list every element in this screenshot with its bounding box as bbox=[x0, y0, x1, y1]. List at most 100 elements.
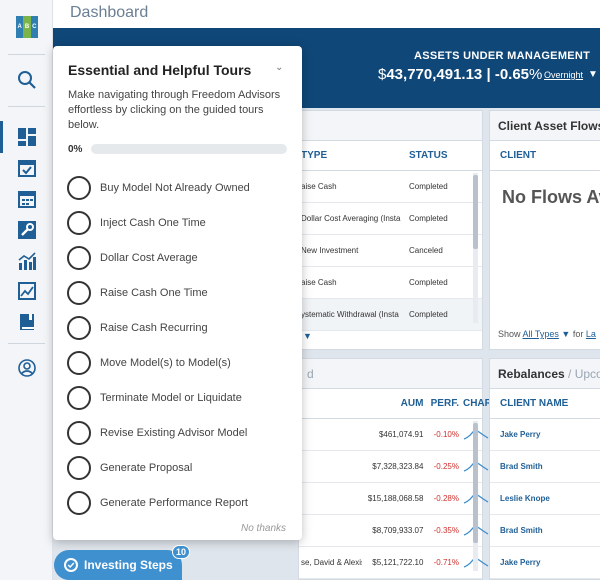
calendar-grid-icon[interactable] bbox=[0, 185, 53, 213]
tour-item[interactable]: Generate Performance Report bbox=[67, 490, 295, 516]
no-thanks-link[interactable]: No thanks bbox=[241, 523, 287, 534]
type-filter-select[interactable]: All Types bbox=[522, 329, 559, 339]
tour-radio-circle[interactable] bbox=[67, 456, 91, 480]
dashboard-icon[interactable] bbox=[0, 121, 53, 153]
logo-letter-a: A bbox=[16, 16, 24, 38]
tx-status: Canceled bbox=[409, 246, 443, 255]
table-row[interactable]: aise Cash Completed bbox=[299, 171, 482, 203]
tour-item[interactable]: Move Model(s) to Model(s) bbox=[67, 350, 295, 376]
scrollbar[interactable] bbox=[473, 421, 478, 571]
tour-item[interactable]: Revise Existing Advisor Model bbox=[67, 420, 295, 446]
tx-type: aise Cash bbox=[301, 278, 337, 287]
tour-item-label: Move Model(s) to Model(s) bbox=[100, 357, 231, 369]
chevron-down-icon[interactable]: ⌄ bbox=[275, 62, 284, 73]
table-header: AUM PERF. CHART bbox=[299, 389, 498, 419]
perf-value: -0.25% bbox=[433, 462, 459, 471]
bar-chart-icon[interactable] bbox=[0, 247, 53, 275]
table-row[interactable]: $15,188,068.58 -0.28% bbox=[299, 483, 489, 515]
tour-radio-circle[interactable] bbox=[67, 421, 91, 445]
scrollbar[interactable] bbox=[473, 173, 478, 323]
chevron-down-icon[interactable]: ▼ bbox=[303, 331, 312, 341]
table-row[interactable]: Dollar Cost Averaging (Instar Completed bbox=[299, 203, 482, 235]
search-icon[interactable] bbox=[0, 66, 53, 94]
perf-value: -0.71% bbox=[433, 558, 459, 567]
aum-value: $5,121,722.10 bbox=[372, 558, 424, 567]
tour-radio-circle[interactable] bbox=[67, 211, 91, 235]
perf-value: -0.10% bbox=[433, 430, 459, 439]
tour-item-label: Dollar Cost Average bbox=[100, 252, 198, 264]
tx-type: aise Cash bbox=[301, 182, 337, 191]
tour-item[interactable]: Inject Cash One Time bbox=[67, 210, 295, 236]
tour-item-label: Terminate Model or Liquidate bbox=[100, 392, 242, 404]
table-row[interactable]: aise Cash Completed bbox=[299, 267, 482, 299]
client-name-link[interactable]: Leslie Knope bbox=[500, 494, 550, 503]
table-row[interactable]: Brad Smith bbox=[490, 451, 600, 483]
calendar-icon[interactable] bbox=[0, 154, 53, 182]
rebalances-card: Rebalances / Upcom CLIENT NAME Jake Perr… bbox=[489, 358, 600, 580]
table-row[interactable]: Leslie Knope bbox=[490, 483, 600, 515]
user-circle-icon[interactable] bbox=[0, 354, 53, 382]
table-row[interactable]: Jake Perry bbox=[490, 419, 600, 451]
tour-item[interactable]: Dollar Cost Average bbox=[67, 245, 295, 271]
aum-separator: | bbox=[486, 66, 491, 83]
tour-item[interactable]: Terminate Model or Liquidate bbox=[67, 385, 295, 411]
client-name-link[interactable]: Jake Perry bbox=[500, 430, 541, 439]
scrollbar-thumb[interactable] bbox=[473, 423, 478, 543]
tour-item[interactable]: Raise Cash One Time bbox=[67, 280, 295, 306]
chevron-down-icon[interactable]: ▼ bbox=[588, 69, 598, 80]
tx-type: ystematic Withdrawal (Insta bbox=[301, 310, 399, 319]
tour-radio-circle[interactable] bbox=[67, 491, 91, 515]
aum-amount: 43,770,491.13 bbox=[386, 66, 483, 83]
tour-item[interactable]: Generate Proposal bbox=[67, 455, 295, 481]
tour-radio-circle[interactable] bbox=[67, 176, 91, 200]
flows-filter: Show All Types ▼ for La bbox=[498, 329, 596, 339]
table-row[interactable]: $7,328,323.84 -0.25% bbox=[299, 451, 489, 483]
aum-currency: $ bbox=[378, 66, 387, 83]
company-logo[interactable]: A B C bbox=[16, 16, 38, 38]
tour-radio-circle[interactable] bbox=[67, 351, 91, 375]
table-row[interactable]: New Investment Canceled bbox=[299, 235, 482, 267]
tour-item-label: Raise Cash One Time bbox=[100, 287, 208, 299]
client-name-link[interactable]: Jake Perry bbox=[500, 558, 541, 567]
card-header: Rebalances / Upcom bbox=[490, 359, 600, 389]
aum-period-select[interactable]: Overnight bbox=[544, 70, 584, 80]
card-header bbox=[299, 111, 482, 141]
aum-summary: $43,770,491.13 | -0.65% bbox=[378, 66, 542, 83]
tour-item[interactable]: Buy Model Not Already Owned bbox=[67, 175, 295, 201]
table-row[interactable]: Jake Perry bbox=[490, 547, 600, 579]
tour-radio-circle[interactable] bbox=[67, 316, 91, 340]
card-title: Client Asset Flows bbox=[490, 111, 600, 141]
wrench-icon[interactable] bbox=[0, 216, 53, 244]
table-row[interactable]: Brad Smith bbox=[490, 515, 600, 547]
client-name-link[interactable]: Brad Smith bbox=[500, 462, 543, 471]
table-row[interactable]: se, David & Alexis $5,121,722.10 -0.71% bbox=[299, 547, 489, 579]
client-name-link[interactable]: Brad Smith bbox=[500, 526, 543, 535]
tx-status: Completed bbox=[409, 182, 448, 191]
table-row[interactable]: $461,074.91 -0.10% bbox=[299, 419, 489, 451]
tour-radio-circle[interactable] bbox=[67, 386, 91, 410]
popover-title: Essential and Helpful Tours bbox=[68, 62, 252, 78]
clients-aum-card: d AUM PERF. CHART $461,074.91 -0.10% $7,32… bbox=[298, 358, 498, 580]
popover-description: Make navigating through Freedom Advisors… bbox=[68, 89, 281, 131]
period-filter-select[interactable]: La bbox=[585, 329, 596, 339]
table-row[interactable]: ystematic Withdrawal (Insta Completed bbox=[299, 299, 482, 331]
sparkline-chart bbox=[459, 523, 489, 539]
sparkline-chart bbox=[459, 459, 489, 475]
client-asset-flows-card: Client Asset Flows CLIENT No Flows Av Sh… bbox=[489, 110, 600, 350]
book-icon[interactable] bbox=[0, 308, 53, 336]
scrollbar-thumb[interactable] bbox=[473, 175, 478, 249]
tour-item-label: Generate Performance Report bbox=[100, 497, 248, 509]
table-row[interactable]: $8,709,933.07 -0.35% bbox=[299, 515, 489, 547]
line-chart-icon[interactable] bbox=[0, 277, 53, 305]
investing-steps-button[interactable]: Investing Steps bbox=[54, 550, 182, 580]
tour-radio-circle[interactable] bbox=[67, 281, 91, 305]
card-subtitle[interactable]: / Upcom bbox=[568, 367, 600, 381]
tour-radio-circle[interactable] bbox=[67, 246, 91, 270]
chevron-down-icon[interactable]: ▼ bbox=[561, 329, 571, 339]
tour-item[interactable]: Raise Cash Recurring bbox=[67, 315, 295, 341]
col-chart: CHART bbox=[462, 398, 498, 409]
col-perf: PERF. bbox=[430, 398, 459, 409]
tour-item-label: Inject Cash One Time bbox=[100, 217, 206, 229]
sparkline-chart bbox=[459, 555, 489, 571]
sparkline-chart bbox=[459, 427, 489, 443]
